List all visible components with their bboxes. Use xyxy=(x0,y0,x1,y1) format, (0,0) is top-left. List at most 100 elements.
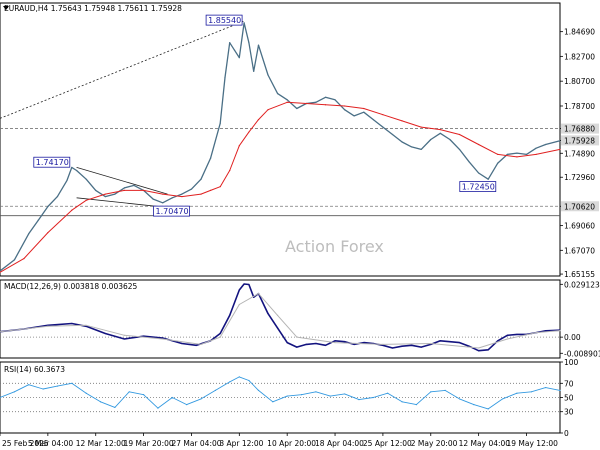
macd-title: MACD(12,26,9) 0.003818 0.003625 xyxy=(4,282,138,291)
rsi-point xyxy=(142,394,145,396)
signal-point xyxy=(200,343,202,345)
moving-average-point xyxy=(181,195,183,198)
price-point xyxy=(66,179,68,182)
price-point xyxy=(85,178,87,180)
price-point xyxy=(71,166,73,169)
macd-point xyxy=(545,330,547,332)
macd-point xyxy=(195,344,197,346)
rsi-point xyxy=(286,395,288,397)
signal-point xyxy=(277,314,279,316)
macd-point xyxy=(411,344,413,346)
macd-point xyxy=(478,350,480,352)
macd-point xyxy=(449,341,451,343)
price-point xyxy=(238,57,240,59)
price-point xyxy=(353,115,355,117)
price-point xyxy=(506,153,508,155)
price-point xyxy=(401,141,403,143)
price-point xyxy=(0,270,1,272)
rsi-point xyxy=(200,398,202,400)
moving-average-point xyxy=(219,186,221,188)
y-tick-label: 1.76880 xyxy=(564,125,595,134)
price-point xyxy=(229,42,231,44)
signal-point xyxy=(0,331,1,333)
rsi-point xyxy=(42,388,44,390)
annotation-label: 1.70470 xyxy=(156,207,189,216)
rsi-point xyxy=(516,392,518,394)
price-point xyxy=(181,193,183,195)
x-tick-label: 12 Mar 12:00 xyxy=(76,439,126,448)
price-point xyxy=(315,101,317,103)
price-point xyxy=(439,132,441,134)
moving-average-point xyxy=(382,114,384,116)
price-point xyxy=(458,148,461,151)
rsi-title: RSI(14) 60.3673 xyxy=(4,365,65,374)
moving-average-point xyxy=(0,271,1,273)
price-point xyxy=(487,178,489,180)
moving-average-point xyxy=(123,189,126,191)
rsi-point xyxy=(473,404,475,406)
macd-point xyxy=(315,342,317,345)
rsi-point xyxy=(248,379,250,382)
macd-point xyxy=(401,345,403,347)
y-tick-label: 1.72960 xyxy=(564,173,595,182)
price-line xyxy=(0,22,561,272)
price-marker-bg xyxy=(561,201,599,212)
y-tick-label: 1.65155 xyxy=(564,270,595,279)
moving-average-point xyxy=(23,258,25,260)
rsi-point xyxy=(329,395,331,397)
macd-point xyxy=(267,312,269,315)
signal-line xyxy=(0,293,561,349)
macd-line xyxy=(0,283,561,352)
y-tick-label: 0 xyxy=(564,429,569,438)
annotation-box xyxy=(459,181,497,192)
moving-average-point xyxy=(257,119,260,121)
dropdown-triangle-icon[interactable] xyxy=(3,6,9,10)
signal-point xyxy=(219,336,221,338)
price-point xyxy=(468,161,470,163)
signal-point xyxy=(47,325,49,327)
y-tick-label: -0.008901 xyxy=(564,349,600,358)
y-tick-label: 0.00 xyxy=(564,333,581,342)
price-point xyxy=(253,70,255,72)
macd-point xyxy=(85,325,87,327)
moving-average-point xyxy=(363,107,365,110)
macd-point xyxy=(123,338,126,340)
moving-average-point xyxy=(305,102,307,105)
x-tick-label: 27 Mar 04:00 xyxy=(171,439,221,448)
macd-point xyxy=(104,332,106,335)
moving-average-point xyxy=(478,143,480,146)
rsi-point xyxy=(444,389,446,391)
x-tick-label: 5 Mar 04:00 xyxy=(28,439,74,448)
x-tick-label: 25 Feb 2025 xyxy=(2,439,49,448)
rsi-point xyxy=(545,386,547,389)
price-point xyxy=(286,99,288,101)
y-tick-label: 1.74890 xyxy=(564,149,595,158)
annotation-box xyxy=(33,156,71,168)
macd-point xyxy=(439,340,441,342)
y-tick-label: 100 xyxy=(564,358,579,367)
moving-average-point xyxy=(104,193,106,195)
trendline-0 xyxy=(0,20,245,119)
price-point xyxy=(363,111,365,113)
moving-average-point xyxy=(458,133,461,136)
rsi-point xyxy=(171,396,173,399)
y-tick-label: 1.70620 xyxy=(564,202,595,211)
annotation-label: 1.72450 xyxy=(462,183,495,192)
macd-point xyxy=(344,341,346,343)
price-point xyxy=(516,152,518,154)
moving-average-point xyxy=(85,199,87,201)
rsi-point xyxy=(415,404,418,406)
annotation-label: 1.85540 xyxy=(208,16,241,25)
macd-point xyxy=(468,345,470,347)
panel-frame-0 xyxy=(0,2,561,277)
price-point xyxy=(37,219,39,221)
panel-frame-1 xyxy=(0,279,561,359)
rsi-point xyxy=(85,392,87,394)
watermark: Action Forex xyxy=(285,237,384,256)
price-point xyxy=(391,133,394,136)
macd-point xyxy=(382,344,384,346)
macd-point xyxy=(458,341,461,344)
price-point xyxy=(200,178,202,180)
annotation-label: 1.74170 xyxy=(36,158,69,167)
price-point xyxy=(334,99,336,101)
